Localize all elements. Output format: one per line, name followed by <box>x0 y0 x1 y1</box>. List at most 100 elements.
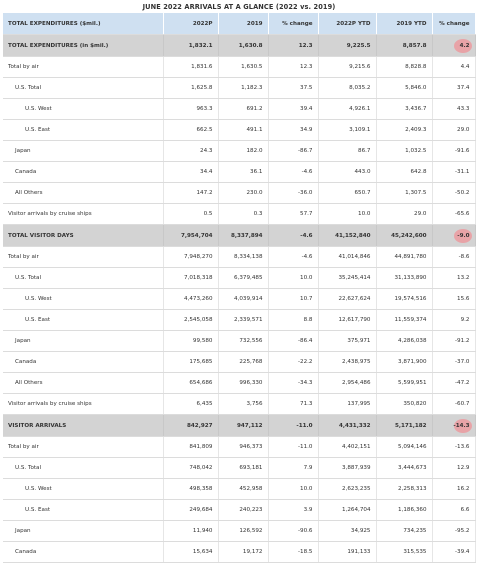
table-row: Visitor arrivals by cruise ships 0.5 0.3 57… <box>3 203 476 225</box>
table-cell: 71.3 <box>268 393 319 415</box>
row-label: Total by air <box>3 56 164 78</box>
table-cell: 34,925 <box>318 520 377 542</box>
table-cell: 12.9 <box>432 457 476 479</box>
table-cell: 10.0 <box>318 203 377 225</box>
table-cell: -86.7 <box>268 140 319 162</box>
table-row: U.S. East 662.5 491.1 34.9 3,109.1 2,409.3 29.… <box>3 119 476 141</box>
cell-value: -14.3 <box>453 422 470 429</box>
table-cell: 498,358 <box>163 478 219 500</box>
table-cell: 375,971 <box>318 330 377 352</box>
table-cell: 24.3 <box>163 140 219 162</box>
table-cell: 137,995 <box>318 393 377 415</box>
table-cell: -36.0 <box>268 182 319 204</box>
table-cell: -95.2 <box>432 520 476 542</box>
table-cell: 841,809 <box>163 436 219 458</box>
table-cell: 39.4 <box>268 98 319 120</box>
row-label: VISITOR ARRIVALS <box>3 414 164 437</box>
table-cell: 4,926.1 <box>318 98 377 120</box>
table-cell: 10.0 <box>268 478 319 500</box>
table-cell: 4,402,151 <box>318 436 377 458</box>
table-header-row: TOTAL EXPENDITURES ($mil.) 2022P 2019 % … <box>3 13 476 35</box>
table-row: Canada 15,634 19,172 -18.5 191,133 315,535 -39… <box>3 541 476 563</box>
table-cell: 16.2 <box>432 478 476 500</box>
table-cell: 44,891,780 <box>376 246 433 268</box>
row-label: Canada <box>3 351 164 373</box>
table-cell: 9,225.5 <box>318 34 377 57</box>
table-cell: 0.3 <box>218 203 269 225</box>
table-cell: 1,182.3 <box>218 77 269 99</box>
table-cell: -11.0 <box>268 414 319 437</box>
table-cell: 29.0 <box>376 203 433 225</box>
row-label: TOTAL VISITOR DAYS <box>3 224 164 247</box>
table-cell: 2,339,571 <box>218 309 269 331</box>
table-cell: -60.7 <box>432 393 476 415</box>
table-cell: 5,171,182 <box>376 414 433 437</box>
table-cell: 41,014,846 <box>318 246 377 268</box>
page-title: JUNE 2022 ARRIVALS AT A GLANCE (2022 vs.… <box>142 3 336 11</box>
table-cell: 6,379,485 <box>218 267 269 289</box>
table-cell: 8,337,894 <box>218 224 269 247</box>
table-cell: 947,112 <box>218 414 269 437</box>
row-label: U.S. East <box>3 119 164 141</box>
table-cell: 13.2 <box>432 267 476 289</box>
column-header: 2019 <box>218 13 269 35</box>
table-cell: 8,828.8 <box>376 56 433 78</box>
table-row: U.S. East 249,684 240,223 3.9 1,264,704 1,186… <box>3 499 476 521</box>
table-cell: 10.0 <box>268 267 319 289</box>
column-header: % change <box>268 13 319 35</box>
table-cell: 8,857.8 <box>376 34 433 57</box>
table-row: Japan 11,940 126,592 -90.6 34,925 734,235 -95.… <box>3 520 476 542</box>
table-total-row: TOTAL EXPENDITURES (in $mil.) 1,832.1 1,63… <box>3 34 476 57</box>
table-cell: 963.3 <box>163 98 219 120</box>
table-cell: 45,242,600 <box>376 224 433 247</box>
table-cell: 41,152,840 <box>318 224 377 247</box>
table-row: Total by air 841,809 946,373 -11.0 4,402,151… <box>3 436 476 458</box>
column-header: TOTAL EXPENDITURES ($mil.) <box>3 13 164 35</box>
table-cell: 1,832.1 <box>163 34 219 57</box>
table-cell: 2,954,486 <box>318 372 377 394</box>
table-cell: -22.2 <box>268 351 319 373</box>
table-row: Visitor arrivals by cruise ships 6,435 3,7… <box>3 393 476 415</box>
table-cell: 19,172 <box>218 541 269 563</box>
table-cell: 10.7 <box>268 288 319 310</box>
table-cell: 9.2 <box>432 309 476 331</box>
table-cell: -13.6 <box>432 436 476 458</box>
table-cell: 4,473,260 <box>163 288 219 310</box>
row-label: U.S. West <box>3 288 164 310</box>
table-row: U.S. East 2,545,058 2,339,571 8.8 12,617,790… <box>3 309 476 331</box>
column-header: 2022P YTD <box>318 13 377 35</box>
table-row: U.S. West 498,358 452,958 10.0 2,623,235 2,25… <box>3 478 476 500</box>
table-cell: -4.6 <box>268 161 319 183</box>
table-cell: -18.5 <box>268 541 319 563</box>
table-cell: 2,258,313 <box>376 478 433 500</box>
table-cell: 5,599,951 <box>376 372 433 394</box>
table-cell: 4,039,914 <box>218 288 269 310</box>
table-cell: -4.6 <box>268 224 319 247</box>
table-cell: 1,186,360 <box>376 499 433 521</box>
table-cell: -11.0 <box>268 436 319 458</box>
table-cell: 642.8 <box>376 161 433 183</box>
table-cell: 37.4 <box>432 77 476 99</box>
table-cell: 443.0 <box>318 161 377 183</box>
table-cell: 15,634 <box>163 541 219 563</box>
table-row: All Others 654,686 996,330 -34.3 2,954,486 5,… <box>3 372 476 394</box>
highlight-circle <box>453 228 472 243</box>
table-cell: 4,431,332 <box>318 414 377 437</box>
table-cell: -91.2 <box>432 330 476 352</box>
table-cell: 7,018,318 <box>163 267 219 289</box>
table-cell: 19,574,516 <box>376 288 433 310</box>
table-cell: 11,559,374 <box>376 309 433 331</box>
table-cell: 9,215.6 <box>318 56 377 78</box>
table-cell: 1,831.6 <box>163 56 219 78</box>
table-cell: 182.0 <box>218 140 269 162</box>
table-cell: 732,556 <box>218 330 269 352</box>
table-cell: 350,820 <box>376 393 433 415</box>
row-label: U.S. East <box>3 499 164 521</box>
table-cell: 11,940 <box>163 520 219 542</box>
table-cell: 3,756 <box>218 393 269 415</box>
table-row: Total by air 7,948,270 8,334,138 -4.6 41,014… <box>3 246 476 268</box>
table-cell: 7,948,270 <box>163 246 219 268</box>
highlight-circle <box>453 38 472 53</box>
table-row: Canada 175,685 225,768 -22.2 2,438,975 3,871,… <box>3 351 476 373</box>
table-cell: -47.2 <box>432 372 476 394</box>
